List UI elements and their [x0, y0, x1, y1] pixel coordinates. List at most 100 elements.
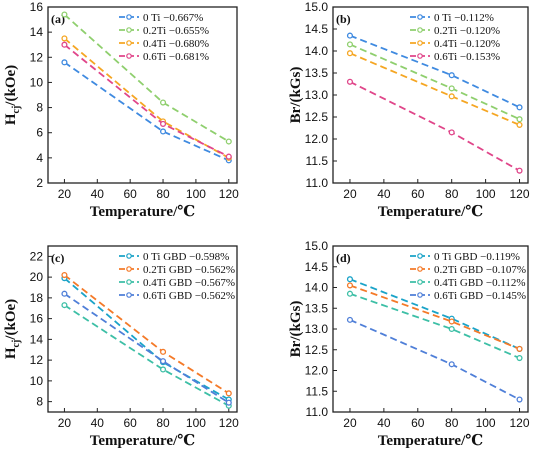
data-point	[448, 361, 455, 368]
legend-entry: 0.6Ti GBD −0.562%	[143, 290, 235, 302]
y-tick-label: 11.5	[306, 154, 329, 168]
legend-entry: 0 Ti GBD −0.598%	[143, 251, 229, 263]
x-tick-label: 120	[510, 187, 530, 201]
x-tick-label: 60	[411, 187, 425, 201]
y-tick-label: 4	[36, 151, 43, 165]
y-tick-label: 14	[30, 25, 44, 39]
y-tick-label: 18	[30, 291, 44, 305]
y-axis-label: Hcj/(kOe)	[3, 65, 22, 125]
y-tick-label: 11.0	[306, 176, 329, 190]
panel-label: (a)	[51, 12, 65, 26]
series-line	[63, 37, 230, 159]
y-tick-label: 13.5	[305, 301, 329, 315]
y-tick-label: 14.0	[305, 44, 329, 58]
x-tick-label: 120	[219, 416, 239, 430]
y-tick-label: 13.5	[305, 66, 329, 80]
data-point	[346, 32, 354, 39]
x-tick-label: 20	[58, 416, 72, 430]
data-point	[225, 138, 232, 145]
legend-marker	[126, 292, 132, 298]
legend-marker	[126, 266, 132, 272]
data-point	[159, 120, 167, 127]
legend-entry: 0.4Ti −0.680%	[143, 38, 209, 50]
chart-panel-4: 20 40 60 80 100 120 11.0 11.5 12.0 12.5 13.0 13.5 14…	[288, 239, 530, 449]
x-tick-label: 80	[156, 187, 170, 201]
legend-marker	[417, 40, 423, 46]
y-tick-label: 13.0	[305, 88, 329, 102]
x-tick-label: 80	[156, 416, 170, 430]
x-tick-label: 100	[186, 187, 206, 201]
data-point	[346, 50, 354, 57]
y-tick-label: 22	[30, 249, 44, 263]
legend-entry: 0 Ti −0.112%	[434, 12, 494, 24]
legend-marker	[417, 27, 423, 33]
legend-entry: 0.6Ti GBD −0.145%	[434, 290, 526, 302]
legend-marker	[417, 14, 423, 20]
x-tick-label: 120	[510, 416, 530, 430]
y-tick-label: 15.0	[305, 239, 329, 253]
y-tick-label: 13.0	[305, 322, 329, 336]
legend-marker	[126, 40, 132, 46]
series-line	[63, 292, 230, 404]
x-tick-label: 100	[476, 187, 496, 201]
data-point	[159, 348, 167, 355]
y-tick-label: 14.0	[305, 281, 329, 295]
data-point	[516, 116, 523, 123]
data-point	[61, 41, 68, 48]
legend-marker	[126, 53, 132, 59]
y-axis-label: Br/(kGs)	[288, 301, 304, 358]
data-point	[159, 366, 167, 373]
x-axis-label: Temperature/℃	[378, 433, 483, 449]
y-tick-label: 15.0	[305, 0, 329, 14]
legend-entry: 0.2Ti GBD −0.107%	[434, 264, 526, 276]
data-point	[346, 290, 354, 297]
data-point	[159, 358, 167, 365]
data-point	[448, 325, 455, 333]
data-point	[61, 11, 68, 18]
y-tick-label: 12.0	[305, 364, 329, 378]
x-tick-label: 20	[58, 187, 72, 201]
plot-frame	[47, 6, 238, 184]
data-point	[225, 153, 232, 160]
data-point	[61, 271, 68, 279]
chart-panel-2: 20 40 60 80 100 120 11.0 11.5 12.0 12.5 13.0 13.5 14…	[288, 0, 530, 220]
legend-marker	[417, 279, 423, 285]
legend-marker	[126, 14, 132, 20]
data-point	[516, 104, 523, 111]
y-tick-label: 14.5	[305, 22, 329, 36]
data-point	[346, 41, 354, 48]
data-point	[159, 99, 167, 106]
x-tick-label: 20	[343, 187, 357, 201]
y-tick-label: 12.5	[305, 343, 329, 357]
data-point	[346, 78, 354, 85]
data-point	[516, 354, 523, 362]
data-point	[346, 282, 354, 289]
data-point	[225, 390, 232, 397]
legend-entry: 0.4Ti GBD −0.567%	[143, 277, 235, 289]
legend-marker	[417, 53, 423, 59]
x-tick-label: 40	[377, 416, 391, 430]
x-axis-label: Temperature/℃	[90, 204, 195, 220]
data-point	[516, 345, 523, 352]
panel-label: (d)	[336, 251, 351, 265]
y-tick-label: 16	[30, 0, 44, 14]
data-point	[61, 290, 68, 297]
x-tick-label: 20	[343, 416, 357, 430]
data-point	[159, 128, 167, 135]
x-tick-label: 120	[219, 187, 239, 201]
x-tick-label: 60	[123, 187, 137, 201]
legend-entry: 0 Ti GBD −0.119%	[434, 251, 520, 263]
series-line	[63, 61, 230, 162]
y-tick-label: 12	[30, 50, 44, 64]
series-line	[63, 277, 230, 401]
legend-entry: 0.2Ti −0.120%	[434, 25, 500, 37]
series-line	[349, 292, 520, 359]
legend-marker	[126, 253, 132, 259]
legend-marker	[417, 292, 423, 298]
legend-marker	[126, 279, 132, 285]
y-tick-label: 10	[30, 75, 44, 89]
x-tick-label: 40	[91, 187, 105, 201]
data-point	[448, 72, 455, 79]
data-point	[225, 399, 232, 406]
